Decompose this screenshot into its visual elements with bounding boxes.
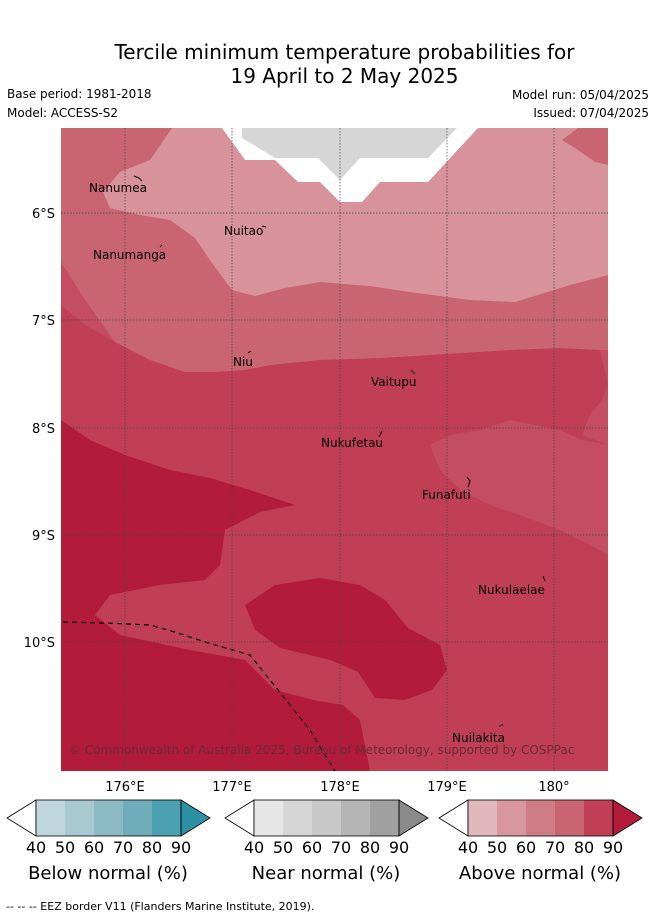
label-nuitao: Nuitao bbox=[224, 224, 263, 238]
lat-tick-6: 6°S bbox=[32, 207, 55, 222]
colorbar-near-outline bbox=[253, 799, 400, 837]
grid-lines bbox=[61, 128, 608, 771]
probability-fill bbox=[61, 128, 608, 771]
label-nukufetau: Nukufetau bbox=[321, 436, 383, 450]
below-tick-60: 60 bbox=[83, 838, 105, 857]
colorbar-above-high-extend bbox=[612, 799, 643, 837]
band-above-60-ne bbox=[562, 128, 608, 165]
colorbar-near-title: Near normal (%) bbox=[251, 863, 401, 884]
above-tick-60: 60 bbox=[515, 838, 537, 857]
island-nanumanga bbox=[159, 244, 163, 248]
lat-tick-10: 10°S bbox=[24, 636, 55, 651]
colorbar-above-segment bbox=[497, 800, 526, 836]
above-tick-80: 80 bbox=[573, 838, 595, 857]
colorbar-below-low-extend bbox=[6, 799, 37, 837]
label-nanumanga: Nanumanga bbox=[93, 248, 166, 262]
colorbar-near-segment bbox=[312, 800, 341, 836]
near-normal-region bbox=[242, 128, 457, 180]
above-tick-90: 90 bbox=[602, 838, 624, 857]
label-nuilakita: Nuilakita bbox=[452, 731, 505, 745]
islands bbox=[133, 175, 546, 727]
colorbar-above-segment bbox=[555, 800, 584, 836]
below-tick-50: 50 bbox=[54, 838, 76, 857]
lat-tick-9: 9°S bbox=[32, 529, 55, 544]
colorbar-near-low-extend bbox=[224, 799, 255, 837]
island-nanumea bbox=[133, 175, 143, 182]
label-nukulaelae: Nukulaelae bbox=[478, 583, 545, 597]
above-tick-70: 70 bbox=[544, 838, 566, 857]
label-funafuti: Funafuti bbox=[422, 488, 471, 502]
title-line-2: 19 April to 2 May 2025 bbox=[230, 64, 459, 88]
colorbars bbox=[6, 799, 643, 837]
map-title: Tercile minimum temperature probabilitie… bbox=[0, 40, 655, 88]
model-name: Model: ACCESS-S2 bbox=[7, 106, 119, 120]
island-vaitupu bbox=[410, 369, 416, 375]
island-niu bbox=[247, 350, 252, 354]
colorbar-near-segment bbox=[283, 800, 312, 836]
colorbar-above-segment bbox=[584, 800, 613, 836]
lat-tick-7: 7°S bbox=[32, 314, 55, 329]
label-vaitupu: Vaitupu bbox=[371, 375, 417, 389]
below-tick-80: 80 bbox=[141, 838, 163, 857]
copyright-notice: © Commonwealth of Australia 2025, Bureau… bbox=[69, 743, 574, 757]
colorbar-near-high-extend bbox=[398, 799, 429, 837]
colorbar-near-segment bbox=[370, 800, 399, 836]
colorbar-below-segment bbox=[36, 800, 65, 836]
label-niu: Niu bbox=[233, 355, 253, 369]
island-nuitao bbox=[261, 225, 267, 228]
colorbar-below-high-extend bbox=[180, 799, 211, 837]
eez-legend: -- -- -- EEZ border V11 (Flanders Marine… bbox=[6, 900, 315, 913]
colorbar-above-title: Above normal (%) bbox=[458, 863, 622, 884]
lon-tick-178: 178°E bbox=[320, 780, 360, 795]
lon-tick-177: 177°E bbox=[212, 780, 252, 795]
lon-tick-180: 180° bbox=[538, 780, 569, 795]
above-tick-40: 40 bbox=[457, 838, 479, 857]
base-period: Base period: 1981-2018 bbox=[7, 87, 152, 101]
island-nukulaelae bbox=[542, 575, 546, 582]
colorbar-above-low-extend bbox=[438, 799, 469, 837]
colorbar-below-title: Below normal (%) bbox=[28, 863, 188, 884]
below-tick-70: 70 bbox=[112, 838, 134, 857]
near-tick-40: 40 bbox=[243, 838, 265, 857]
lat-tick-8: 8°S bbox=[32, 422, 55, 437]
eez-border bbox=[62, 621, 336, 772]
issued-date: Issued: 07/04/2025 bbox=[533, 106, 649, 120]
near-tick-90: 90 bbox=[388, 838, 410, 857]
model-run: Model run: 05/04/2025 bbox=[511, 88, 649, 102]
island-nukufetau bbox=[378, 430, 383, 438]
above-tick-50: 50 bbox=[486, 838, 508, 857]
near-tick-50: 50 bbox=[272, 838, 294, 857]
colorbar-below-segment bbox=[94, 800, 123, 836]
lon-tick-179: 179°E bbox=[427, 780, 467, 795]
colorbar-below-segment bbox=[152, 800, 181, 836]
island-nuilakita bbox=[498, 724, 504, 727]
below-tick-40: 40 bbox=[25, 838, 47, 857]
band-above-90-blob bbox=[245, 578, 447, 700]
lon-tick-176: 176°E bbox=[105, 780, 145, 795]
band-above-70-east bbox=[430, 420, 608, 555]
island-funafuti bbox=[466, 476, 471, 488]
below-tick-90: 90 bbox=[170, 838, 192, 857]
title-line-1: Tercile minimum temperature probabilitie… bbox=[114, 40, 575, 64]
near-tick-70: 70 bbox=[330, 838, 352, 857]
colorbar-near-segment bbox=[341, 800, 370, 836]
colorbar-above-segment bbox=[468, 800, 497, 836]
near-tick-60: 60 bbox=[301, 838, 323, 857]
label-nanumea: Nanumea bbox=[89, 181, 147, 195]
colorbar-above-outline bbox=[467, 799, 614, 837]
band-above-40 bbox=[103, 128, 608, 302]
colorbar-above-segment bbox=[526, 800, 555, 836]
colorbar-near-segment bbox=[254, 800, 283, 836]
near-tick-80: 80 bbox=[359, 838, 381, 857]
colorbar-below-segment bbox=[65, 800, 94, 836]
colorbar-below-outline bbox=[35, 799, 182, 837]
colorbar-below-segment bbox=[123, 800, 152, 836]
